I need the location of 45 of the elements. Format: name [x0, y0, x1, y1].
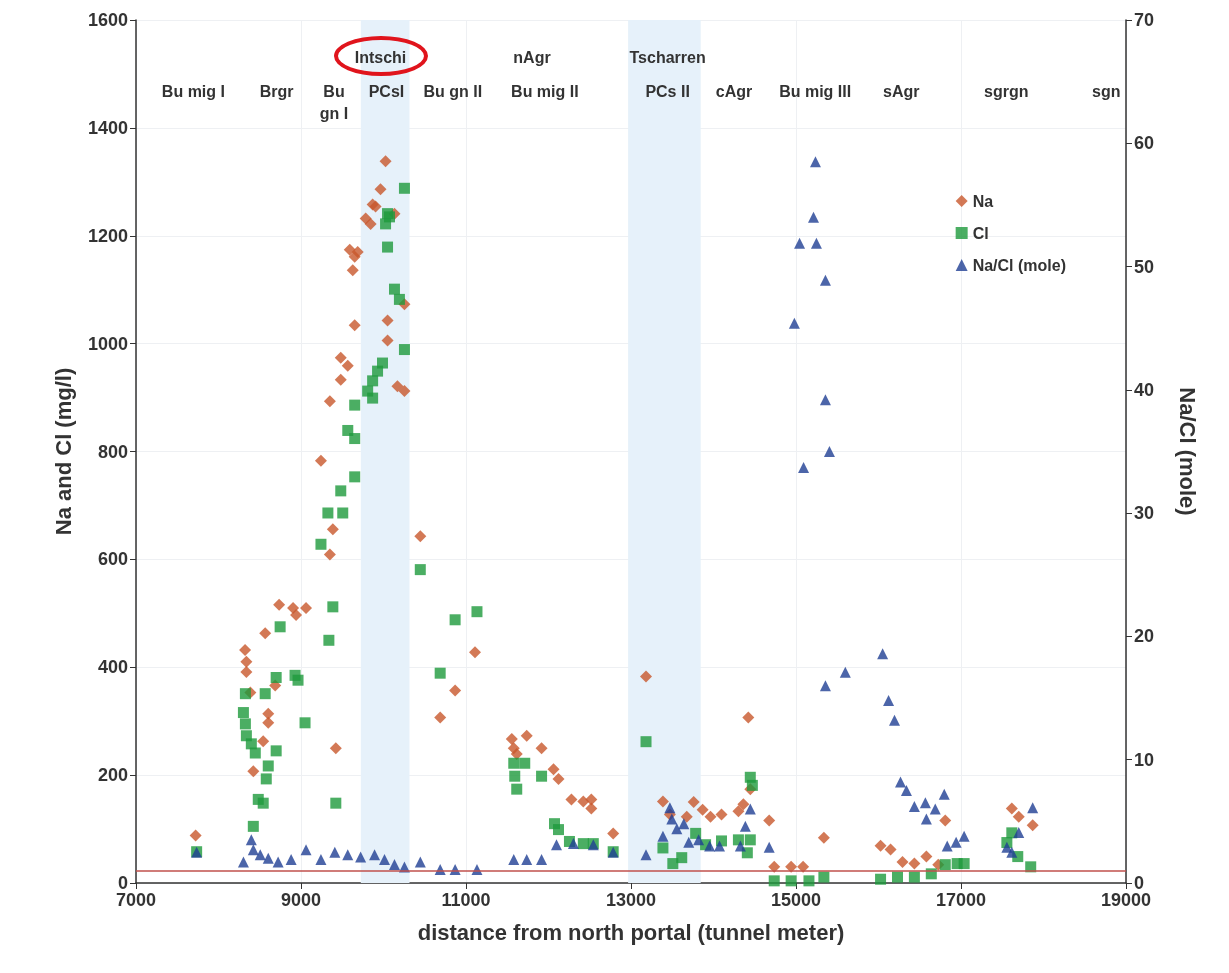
- x-tick-label: 9000: [280, 890, 322, 910]
- y2-tick-label: 20: [1134, 626, 1155, 647]
- annotation: Tscharren: [629, 48, 706, 66]
- annotation: cAgr: [715, 82, 753, 100]
- annotation: Bu mig III: [779, 82, 852, 100]
- x-tick-label: 11000: [441, 890, 491, 910]
- annotation: nAgr: [513, 48, 551, 66]
- y-tick-label: 400: [97, 657, 128, 678]
- y-tick-label: 0: [117, 873, 128, 893]
- annotation: Bu mig II: [511, 82, 579, 100]
- x-tick-label: 7000: [115, 890, 157, 910]
- x-tick-label: 15000: [770, 890, 822, 910]
- y2-tick-label: 40: [1134, 379, 1155, 400]
- y2-tick-label: 60: [1134, 133, 1155, 154]
- y2-tick-label: 30: [1134, 503, 1155, 524]
- y2-tick-label: 10: [1134, 749, 1155, 770]
- annotation: PCsI: [368, 82, 405, 100]
- y-axis-title: Na and Cl (mg/l): [50, 367, 76, 536]
- y-tick-label: 200: [97, 765, 128, 786]
- annotation: PCs II: [645, 82, 690, 100]
- x-tick-label: 17000: [935, 890, 987, 910]
- y-tick-label: 600: [97, 549, 128, 570]
- annotation: Bu gn I: [319, 82, 349, 122]
- y2-axis-title: Na/Cl (mole): [1174, 387, 1200, 516]
- legend-label: Na: [972, 192, 994, 210]
- annotation: Intschi: [354, 48, 407, 66]
- y2-tick-label: 0: [1134, 873, 1145, 893]
- legend-label: Cl: [972, 224, 989, 242]
- y-tick-label: 1600: [87, 10, 128, 30]
- y-tick-label: 1000: [87, 333, 128, 354]
- y-tick-label: 800: [97, 441, 128, 462]
- annotation: Bu gn II: [423, 82, 483, 100]
- legend-label: Na/Cl (mole): [972, 256, 1066, 274]
- x-tick-label: 13000: [605, 890, 657, 910]
- y-tick-label: 1400: [87, 117, 128, 138]
- x-tick-label: 19000: [1100, 890, 1152, 910]
- y2-tick-label: 70: [1134, 10, 1155, 30]
- annotation: sgn: [1091, 82, 1121, 100]
- y2-tick-label: 50: [1134, 256, 1155, 277]
- x-axis-title: distance from north portal (tunnel meter): [417, 919, 845, 945]
- annotation: Brgr: [259, 82, 294, 100]
- annotation: sAgr: [883, 82, 920, 100]
- annotation: Bu mig I: [161, 82, 225, 100]
- y-tick-label: 1200: [87, 225, 128, 246]
- annotation: sgrgn: [983, 82, 1029, 100]
